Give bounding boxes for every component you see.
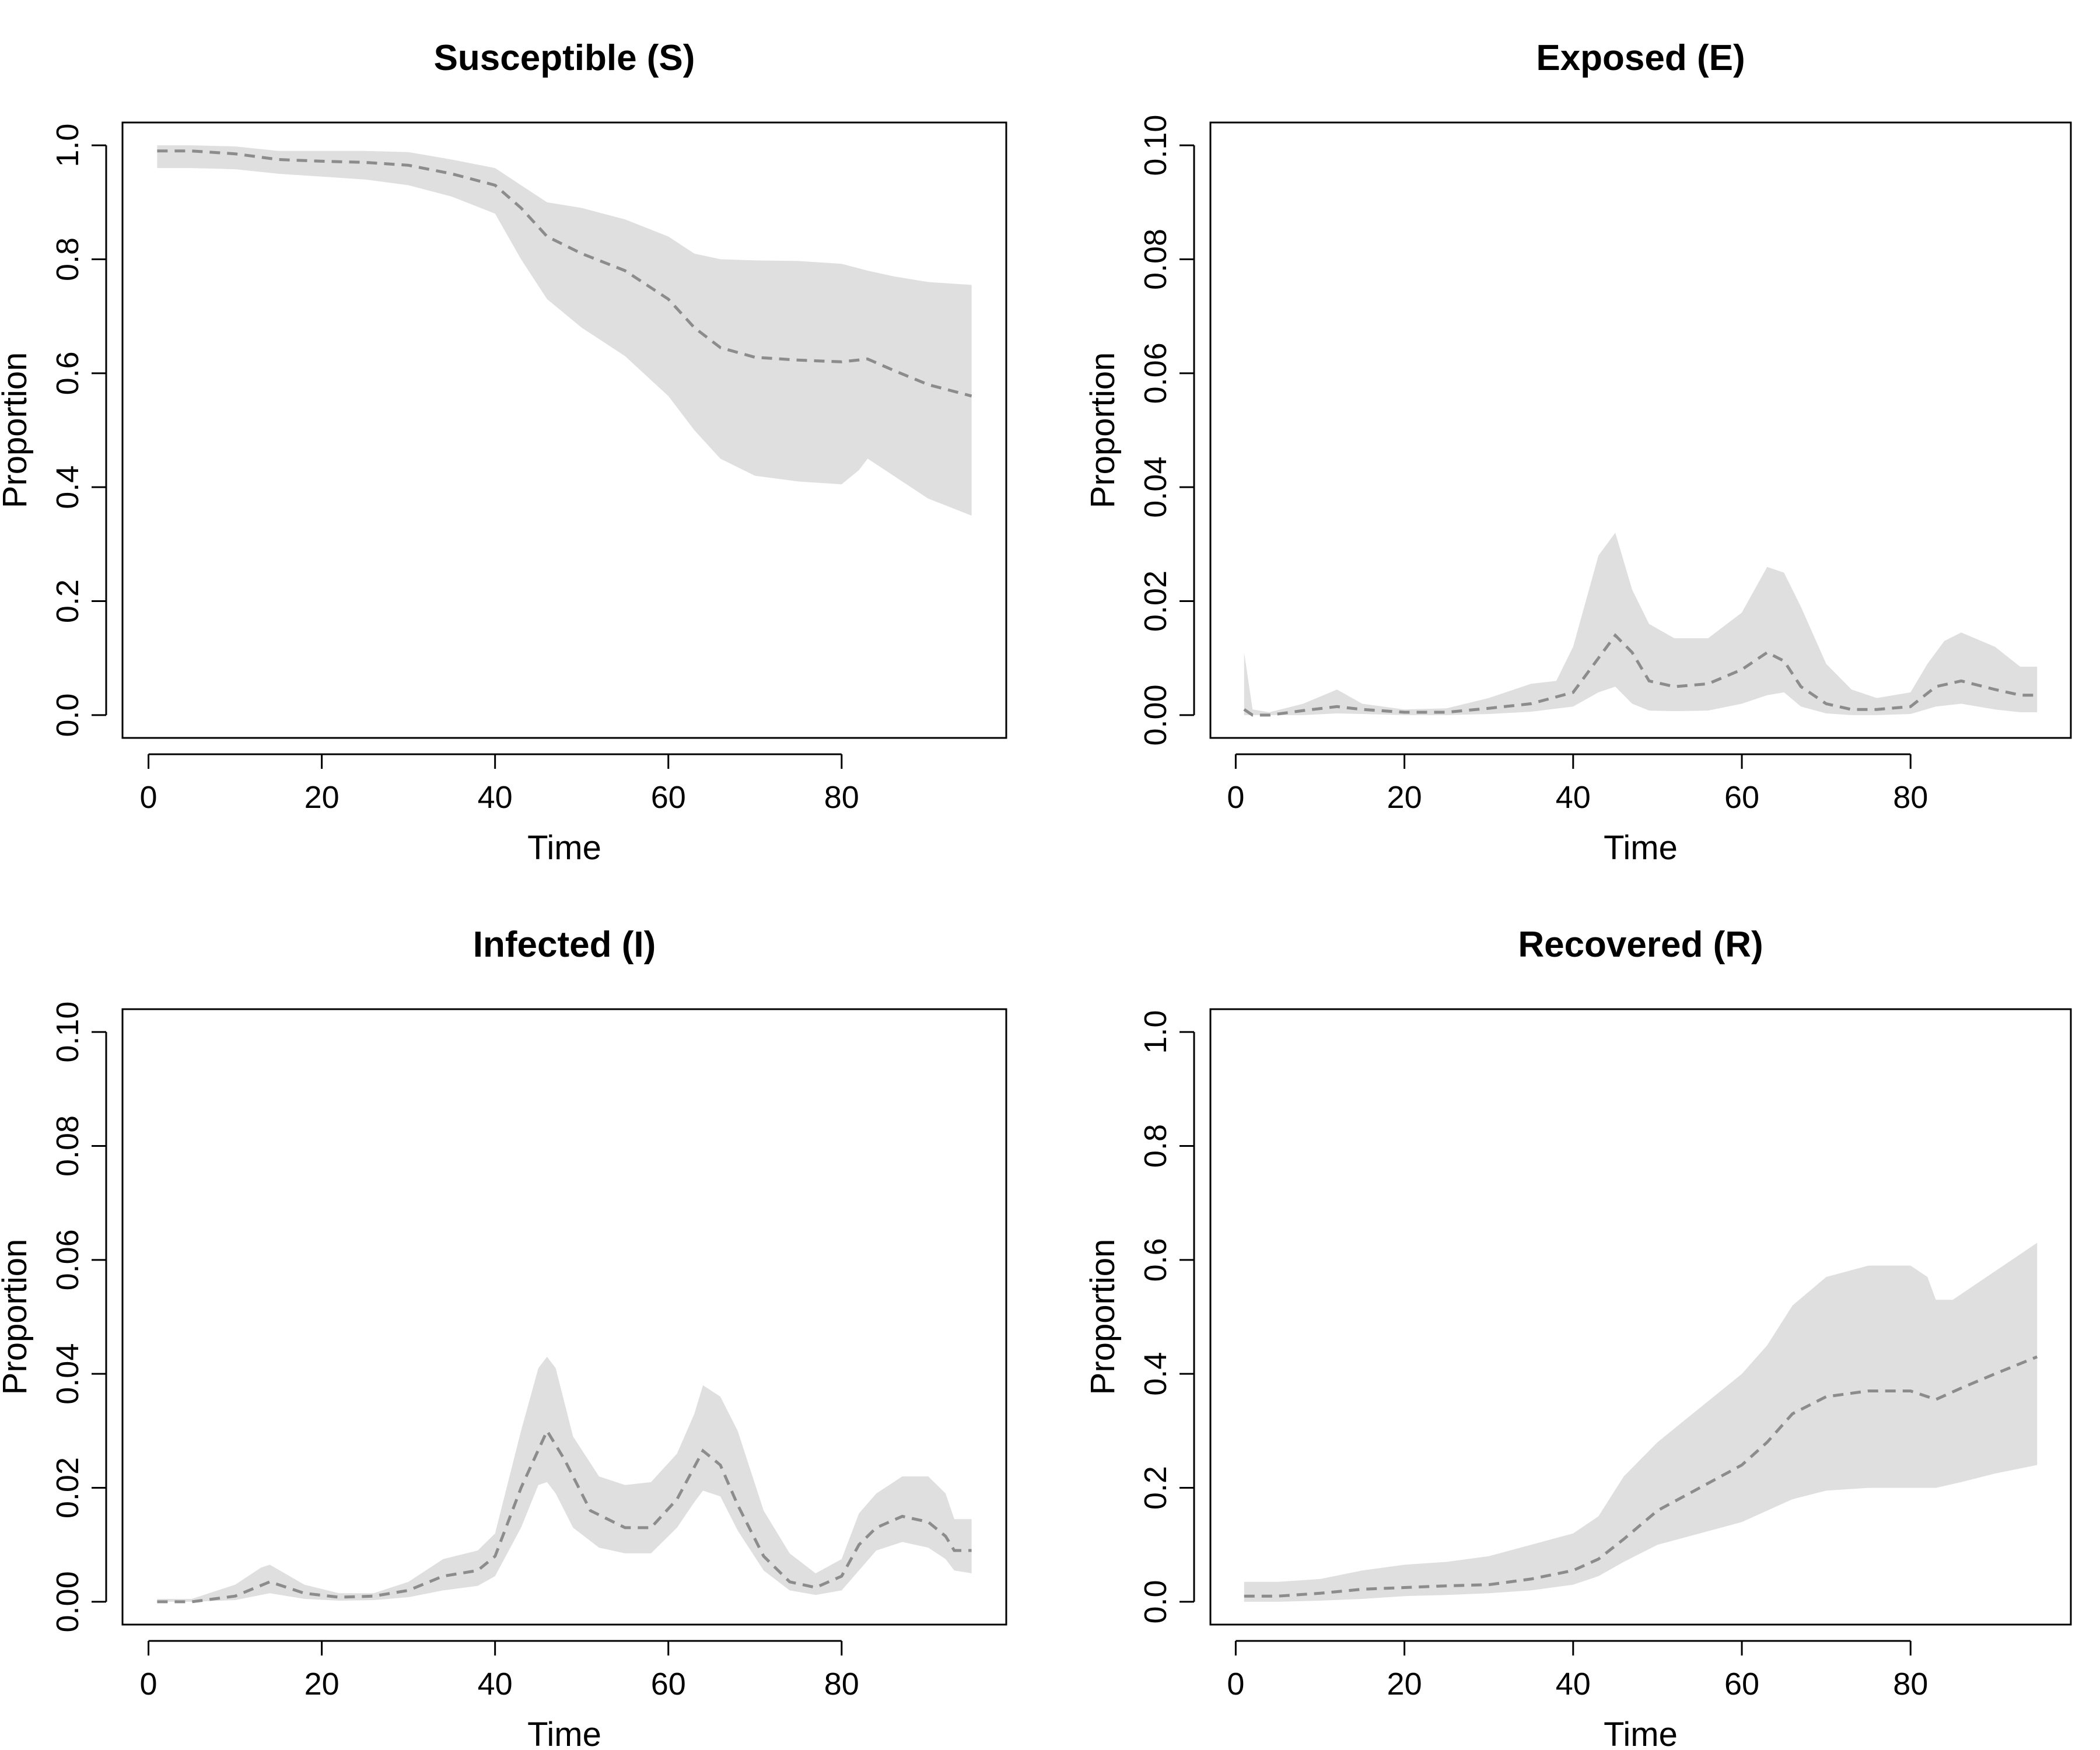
exposed-credible-band — [1244, 533, 2038, 715]
recovered-y-tick-label: 0.4 — [1138, 1352, 1173, 1396]
infected-x-axis-label: Time — [527, 1716, 601, 1750]
exposed-x-tick-label: 40 — [1556, 780, 1591, 815]
recovered-title: Recovered (R) — [1518, 925, 1763, 965]
recovered-plot-frame — [1209, 1008, 2072, 1626]
exposed-x-tick-label: 0 — [1227, 780, 1244, 815]
exposed-x-axis-label: Time — [1604, 829, 1678, 867]
exposed-y-tick-label: 0.04 — [1138, 457, 1173, 518]
infected-title: Infected (I) — [473, 925, 656, 965]
exposed-y-tick-label: 0.00 — [1138, 684, 1173, 746]
recovered-y-tick-label: 0.6 — [1138, 1238, 1173, 1282]
panel-susceptible: 0 20 40 60 80 0.0 0.2 0.4 0.6 0.8 1.0 Susceptible (… — [0, 38, 1007, 867]
recovered-y-tick-label: 0.8 — [1138, 1124, 1173, 1168]
exposed-x-tick-label: 20 — [1387, 780, 1422, 815]
infected-plot-frame — [121, 1008, 1007, 1626]
infected-x-tick-label: 60 — [651, 1667, 686, 1702]
infected-x-tick-label: 0 — [140, 1667, 158, 1702]
susceptible-y-tick-label: 0.2 — [50, 579, 85, 623]
panel-infected: 0 20 40 60 80 0.00 0.02 0.04 0.06 0.08 0.10 Infecte… — [0, 925, 1007, 1750]
infected-credible-band — [157, 1356, 972, 1602]
exposed-title: Exposed (E) — [1536, 38, 1745, 78]
infected-y-tick-label: 0.00 — [50, 1571, 85, 1632]
exposed-y-tick-label: 0.08 — [1138, 229, 1173, 290]
susceptible-y-tick-label: 0.8 — [50, 237, 85, 281]
susceptible-x-tick-label: 60 — [651, 780, 686, 815]
exposed-plot-frame — [1209, 121, 2072, 739]
recovered-y-tick-label: 1.0 — [1138, 1010, 1173, 1054]
recovered-x-tick-label: 80 — [1893, 1667, 1928, 1702]
infected-y-tick-label: 0.04 — [50, 1343, 85, 1405]
susceptible-y-tick-label: 0.4 — [50, 466, 85, 509]
panel-exposed: 0 20 40 60 80 0.00 0.02 0.04 0.06 0.08 0.10 Exposed… — [1084, 38, 2072, 867]
susceptible-plot-frame — [121, 121, 1007, 739]
infected-y-tick-label: 0.08 — [50, 1115, 85, 1177]
susceptible-x-tick-label: 0 — [140, 780, 158, 815]
exposed-median-line — [1243, 633, 2038, 717]
infected-y-axis-label: Proportion — [0, 1239, 34, 1395]
recovered-x-tick-label: 0 — [1227, 1667, 1244, 1702]
recovered-y-tick-label: 0.0 — [1138, 1580, 1173, 1623]
susceptible-y-axis-label: Proportion — [0, 352, 34, 509]
exposed-x-tick-label: 60 — [1724, 780, 1759, 815]
susceptible-x-axis-label: Time — [527, 829, 601, 867]
panel-recovered: 0 20 40 60 80 0.0 0.2 0.4 0.6 0.8 1.0 Recovered (R)… — [1084, 925, 2072, 1750]
susceptible-y-tick-label: 1.0 — [50, 124, 85, 167]
infected-y-tick-label: 0.10 — [50, 1002, 85, 1063]
exposed-x-tick-label: 80 — [1893, 780, 1928, 815]
susceptible-x-tick-label: 20 — [304, 780, 340, 815]
infected-y-tick-label: 0.06 — [50, 1229, 85, 1290]
recovered-x-axis-label: Time — [1604, 1716, 1678, 1750]
exposed-y-axis-label: Proportion — [1084, 352, 1122, 509]
recovered-x-tick-label: 60 — [1724, 1667, 1759, 1702]
susceptible-median-line — [157, 149, 972, 398]
exposed-y-tick-label: 0.06 — [1138, 342, 1173, 404]
susceptible-title: Susceptible (S) — [434, 38, 695, 78]
susceptible-x-tick-label: 40 — [478, 780, 513, 815]
infected-x-tick-label: 80 — [824, 1667, 859, 1702]
infected-median-line — [157, 1427, 972, 1604]
recovered-credible-band — [1244, 1242, 2038, 1602]
susceptible-credible-band — [157, 145, 972, 516]
infected-y-tick-label: 0.02 — [50, 1457, 85, 1518]
infected-x-tick-label: 40 — [478, 1667, 513, 1702]
exposed-y-tick-label: 0.02 — [1138, 570, 1173, 632]
susceptible-y-tick-label: 0.6 — [50, 351, 85, 395]
infected-x-tick-label: 20 — [304, 1667, 340, 1702]
recovered-x-tick-label: 20 — [1387, 1667, 1422, 1702]
susceptible-x-tick-label: 80 — [824, 780, 859, 815]
recovered-median-line — [1244, 1355, 2038, 1598]
recovered-y-tick-label: 0.2 — [1138, 1466, 1173, 1510]
recovered-y-axis-label: Proportion — [1084, 1239, 1122, 1395]
recovered-x-tick-label: 40 — [1556, 1667, 1591, 1702]
susceptible-y-tick-label: 0.0 — [50, 693, 85, 737]
exposed-y-tick-label: 0.10 — [1138, 115, 1173, 176]
